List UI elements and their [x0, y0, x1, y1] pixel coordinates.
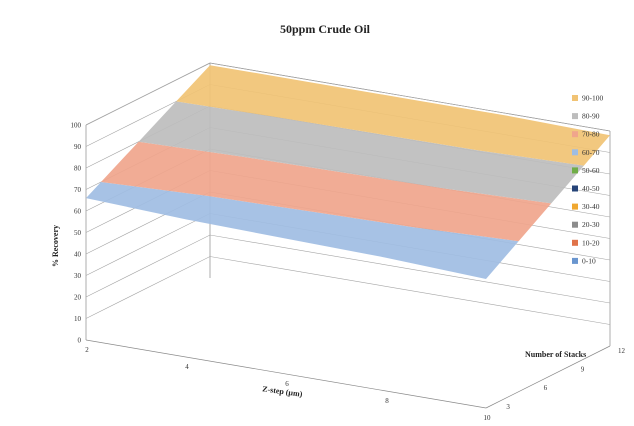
y-tick-label: 50: [74, 229, 82, 237]
legend-swatch: [572, 221, 578, 228]
legend: 90-100 80-90 70-80 60-70 50-60 40-50 30-40 20-3…: [572, 94, 603, 265]
y-tick-label: 20: [74, 294, 82, 302]
legend-swatch: [572, 149, 578, 156]
x-tick-label: 4: [185, 363, 189, 371]
surface: [86, 65, 610, 279]
legend-swatch: [572, 257, 578, 264]
legend-label: 20-30: [582, 220, 600, 229]
legend-label: 30-40: [582, 202, 600, 211]
z-axis-line: [485, 345, 611, 409]
x-tick-label: 6: [285, 380, 289, 388]
legend-swatch: [572, 113, 578, 120]
legend-swatch: [572, 95, 578, 101]
legend-label: 0-10: [582, 256, 596, 265]
x-axis-ticks: 2 4 6 8 10: [85, 346, 491, 422]
y-tick-label: 100: [71, 122, 82, 130]
y-tick-label: 70: [74, 186, 82, 194]
legend-swatch: [572, 185, 578, 192]
legend-label: 80-90: [582, 112, 600, 121]
legend-swatch: [572, 167, 578, 174]
gridline: [85, 256, 611, 325]
legend-label: 90-100: [582, 94, 603, 103]
legend-swatch: [572, 131, 578, 138]
chart-title: 50ppm Crude Oil: [280, 22, 371, 36]
y-tick-label: 0: [78, 337, 82, 345]
legend-label: 70-80: [582, 130, 600, 139]
gridline: [85, 234, 611, 304]
y-tick-label: 90: [74, 143, 82, 151]
x-axis-label: Z-step (µm): [262, 384, 304, 399]
y-tick-label: 60: [74, 208, 82, 216]
y-tick-label: 40: [74, 251, 82, 259]
surface-band-90-100: [176, 65, 610, 166]
x-tick-label: 2: [85, 346, 89, 354]
z-tick-label: 6: [544, 384, 548, 392]
z-axis-label: Number of Stacks: [525, 350, 586, 359]
legend-swatch: [572, 203, 578, 210]
x-axis-line: [85, 339, 487, 409]
legend-label: 40-50: [582, 184, 600, 193]
legend-swatch: [572, 239, 578, 246]
legend-label: 60-70: [582, 148, 600, 157]
y-axis-label: % Recovery: [51, 225, 60, 267]
gridline: [85, 62, 611, 132]
x-tick-label: 8: [385, 397, 389, 405]
surface-band-80-90: [138, 101, 584, 204]
y-tick-label: 30: [74, 272, 82, 280]
y-tick-label: 80: [74, 165, 82, 173]
y-tick-label: 10: [74, 315, 82, 323]
surface-band-60-70: [86, 182, 519, 279]
z-tick-label: 3: [506, 403, 510, 411]
z-axis-ticks: 3 6 9 12: [506, 347, 625, 411]
z-tick-label: 12: [618, 347, 626, 355]
x-tick-label: 10: [484, 414, 492, 422]
legend-label: 10-20: [582, 238, 600, 247]
legend-label: 50-60: [582, 166, 600, 175]
y-axis-ticks: 0 10 20 30 40 50 60 70 80 90 100: [71, 122, 82, 345]
z-tick-label: 9: [581, 366, 585, 374]
surface-band-70-80: [101, 141, 552, 242]
